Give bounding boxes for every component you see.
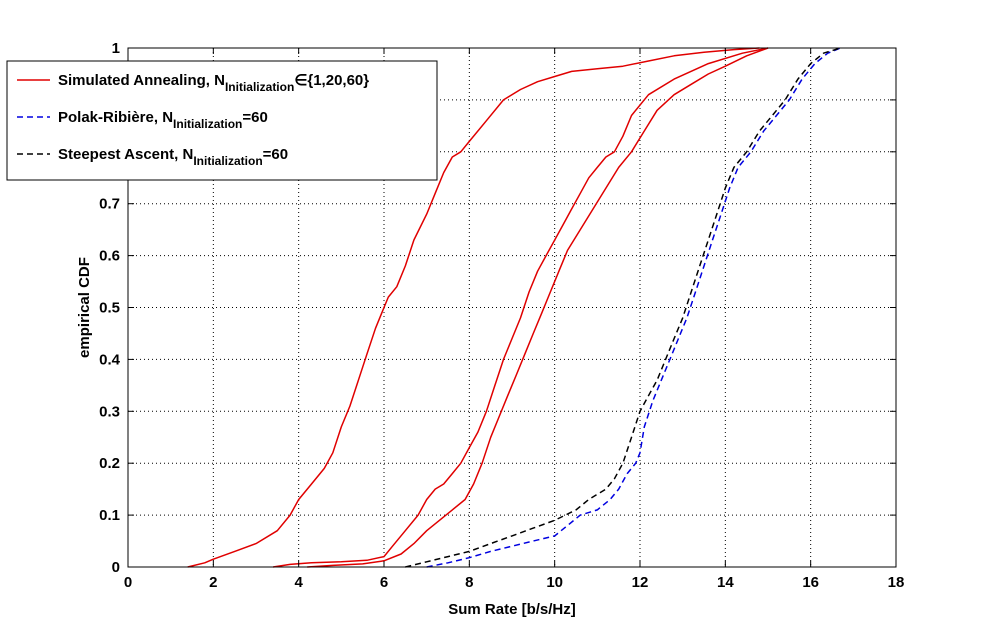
legend-subscript: Initialization [225,80,294,94]
legend-text: Simulated Annealing, N [58,72,225,89]
series-line-2 [307,47,769,568]
series-line-0 [187,47,760,568]
series-line-4 [405,47,841,568]
legend-entry-0: Simulated Annealing, NInitialization∈{1,… [58,72,369,94]
legend-subscript: Initialization [173,117,242,131]
legend-subscript: Initialization [193,154,262,168]
series-line-1 [272,47,769,568]
legend-box [6,60,438,181]
y-tick-label: 0.4 [99,351,121,368]
x-tick-label: 10 [546,574,563,591]
x-tick-label: 16 [802,574,819,591]
y-tick-label: 1 [112,40,120,57]
y-axis-label: empirical CDF [76,257,93,358]
x-tick-label: 4 [294,574,303,591]
y-tick-label: 0.2 [99,455,120,472]
ticks: 02468101214161800.10.20.30.40.50.60.70.8… [99,40,904,591]
y-tick-label: 0.1 [99,507,120,524]
x-axis-label: Sum Rate [b/s/Hz] [448,601,576,618]
y-tick-label: 0.5 [99,300,120,317]
y-tick-label: 0.7 [99,196,120,213]
y-tick-label: 0.6 [99,248,120,265]
legend-suffix: =60 [242,109,267,126]
legend-suffix: ∈{1,20,60} [294,72,369,89]
x-tick-label: 6 [380,574,388,591]
legend: Simulated Annealing, NInitialization∈{1,… [6,60,438,181]
legend-suffix: =60 [263,146,288,163]
legend-text: Steepest Ascent, N [58,146,193,163]
y-tick-label: 0 [112,559,120,576]
x-tick-label: 14 [717,574,734,591]
series-layer [187,47,841,568]
x-tick-label: 12 [632,574,649,591]
legend-entry-1: Polak-Ribière, NInitialization=60 [58,109,268,131]
y-tick-label: 0.3 [99,403,120,420]
x-tick-label: 0 [124,574,132,591]
x-tick-label: 18 [888,574,905,591]
legend-entry-2: Steepest Ascent, NInitialization=60 [58,146,288,168]
series-line-3 [426,47,841,568]
x-tick-label: 8 [465,574,473,591]
x-tick-label: 2 [209,574,217,591]
legend-text: Polak-Ribière, N [58,109,173,126]
